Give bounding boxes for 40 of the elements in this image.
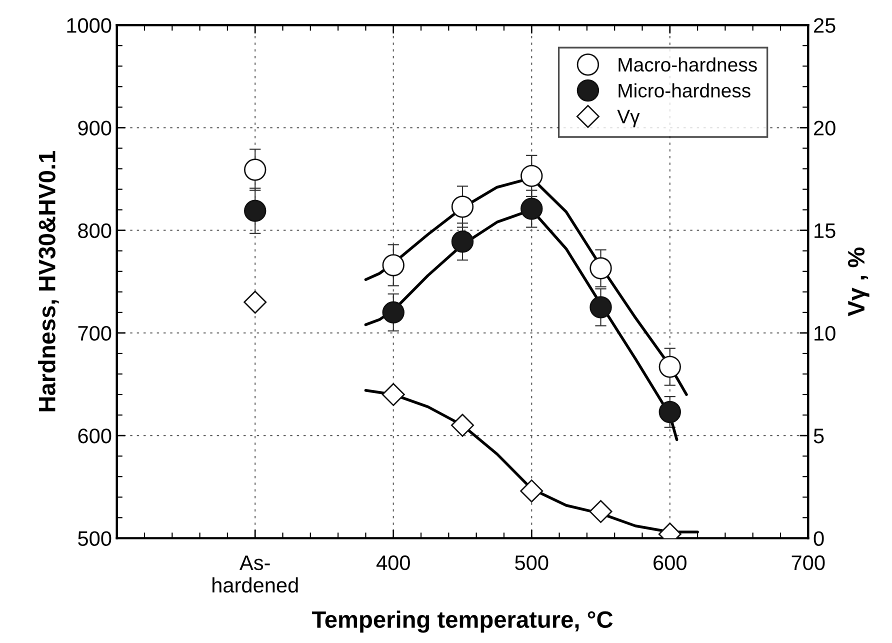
legend-label: Macro-hardness (618, 57, 757, 72)
y2-tick-label: 0 (814, 531, 824, 546)
point (382, 301, 404, 324)
x-axis-title: Tempering temperature, °C (312, 610, 613, 633)
y-tick-label: 700 (78, 326, 112, 341)
point (244, 290, 267, 314)
point (520, 479, 544, 502)
y-tick-label: 600 (78, 428, 112, 444)
x-tick-label: 700 (792, 555, 825, 570)
point (520, 198, 543, 220)
x-tick-label: 500 (515, 555, 548, 570)
x-tick-label: 400 (376, 555, 410, 570)
x-tick-label: 600 (654, 555, 686, 570)
point (520, 164, 543, 188)
point (451, 196, 474, 218)
y-tick-label: 800 (78, 223, 112, 238)
y-tick-label: 900 (78, 120, 112, 136)
legend-label: Vγ (617, 110, 640, 128)
point (451, 414, 474, 437)
point (590, 257, 612, 280)
point (451, 230, 474, 253)
point (658, 356, 682, 378)
y2-tick-label: 25 (814, 18, 836, 33)
y2-tick-label: 15 (814, 224, 836, 238)
y2-tick-label: 20 (814, 120, 836, 136)
y-tick-label: 1000 (67, 18, 112, 33)
x-tick-label: As- hardened (212, 556, 298, 593)
legend-label: Micro-hardness (618, 83, 750, 98)
y2-axis-title: Vγ , % (848, 247, 870, 316)
y-tick-label: 500 (78, 531, 112, 546)
point (589, 500, 612, 524)
y2-tick-label: 5 (814, 428, 824, 444)
point (382, 383, 405, 406)
y2-tick-label: 10 (814, 326, 836, 341)
point (382, 254, 404, 276)
y-axis-title: Hardness, HV30&HV0.1 (38, 151, 59, 412)
point (590, 296, 612, 318)
point (658, 400, 682, 424)
point (244, 158, 266, 181)
point (244, 200, 266, 222)
